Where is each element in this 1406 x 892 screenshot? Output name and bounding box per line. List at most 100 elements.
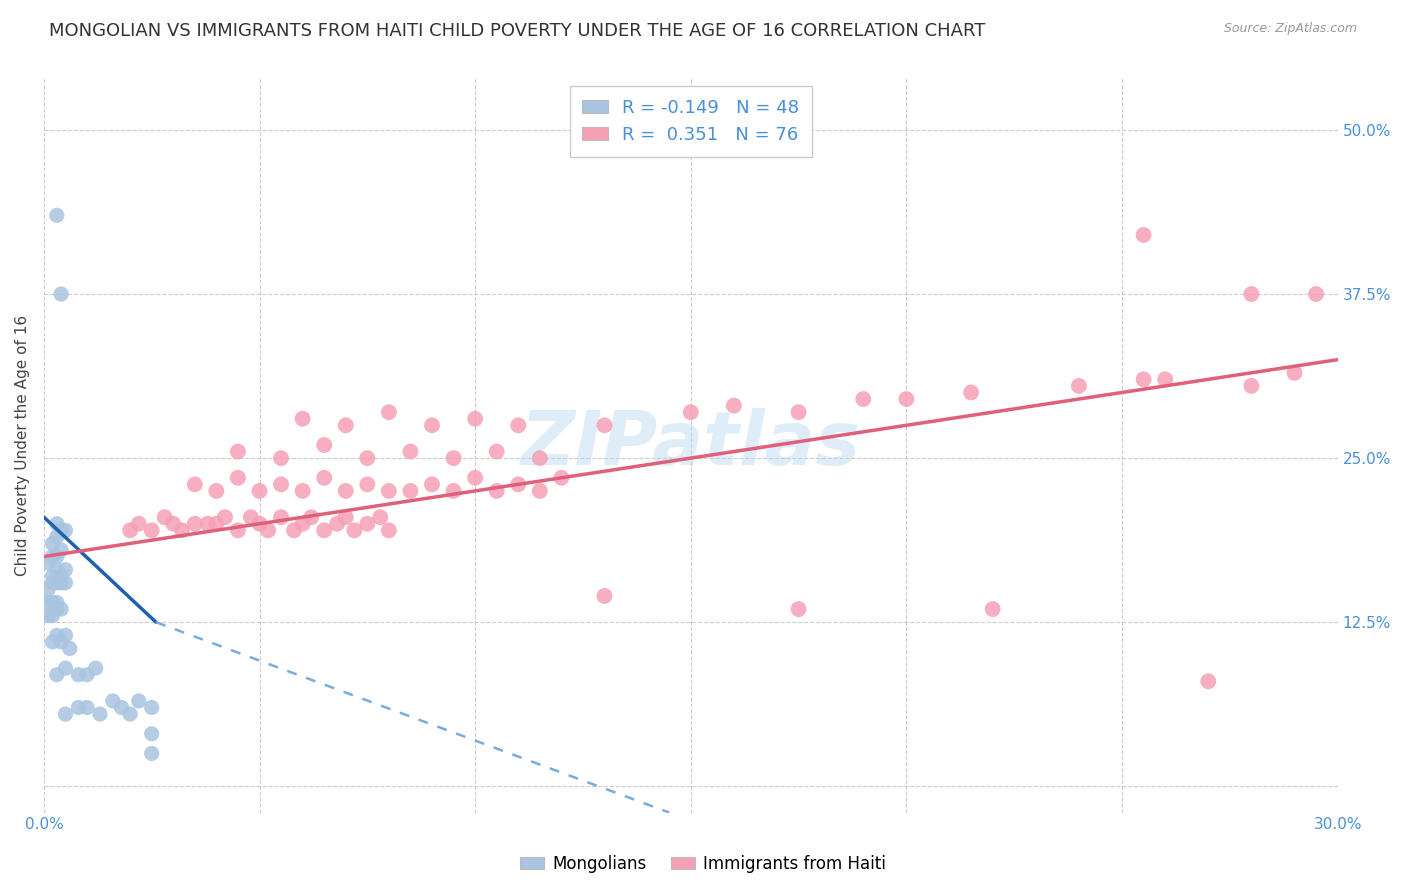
Point: [270, 477, 292, 491]
Point: [464, 411, 486, 425]
Point: [299, 510, 322, 524]
Point: [55, 661, 77, 675]
Point: [443, 483, 465, 498]
Point: [45, 563, 67, 577]
Point: [723, 399, 745, 413]
Point: [378, 524, 401, 538]
Text: ZIPatlas: ZIPatlas: [520, 409, 860, 482]
Point: [508, 477, 530, 491]
Point: [1154, 372, 1177, 386]
Point: [1197, 674, 1219, 689]
Legend: Mongolians, Immigrants from Haiti: Mongolians, Immigrants from Haiti: [513, 848, 893, 880]
Point: [45, 595, 67, 609]
Point: [356, 477, 378, 491]
Point: [1240, 379, 1263, 393]
Point: [128, 694, 150, 708]
Legend: R = -0.149   N = 48, R =  0.351   N = 76: R = -0.149 N = 48, R = 0.351 N = 76: [569, 87, 811, 157]
Point: [184, 477, 207, 491]
Point: [593, 589, 616, 603]
Point: [368, 510, 391, 524]
Point: [49, 575, 72, 590]
Point: [485, 483, 508, 498]
Point: [41, 608, 63, 623]
Point: [529, 451, 551, 466]
Point: [1067, 379, 1090, 393]
Point: [226, 524, 249, 538]
Point: [49, 287, 72, 301]
Point: [981, 602, 1004, 616]
Point: [249, 483, 271, 498]
Point: [205, 516, 228, 531]
Point: [1284, 366, 1306, 380]
Point: [37, 608, 59, 623]
Point: [214, 510, 236, 524]
Point: [49, 635, 72, 649]
Point: [314, 524, 336, 538]
Point: [110, 700, 132, 714]
Point: [226, 471, 249, 485]
Point: [787, 405, 810, 419]
Point: [162, 516, 184, 531]
Point: [55, 575, 77, 590]
Text: MONGOLIAN VS IMMIGRANTS FROM HAITI CHILD POVERTY UNDER THE AGE OF 16 CORRELATION: MONGOLIAN VS IMMIGRANTS FROM HAITI CHILD…: [49, 22, 986, 40]
Point: [55, 707, 77, 722]
Point: [420, 477, 443, 491]
Y-axis label: Child Poverty Under the Age of 16: Child Poverty Under the Age of 16: [15, 314, 30, 575]
Point: [141, 700, 163, 714]
Point: [787, 602, 810, 616]
Point: [399, 444, 422, 458]
Point: [205, 483, 228, 498]
Point: [249, 516, 271, 531]
Point: [41, 635, 63, 649]
Point: [1132, 372, 1154, 386]
Point: [283, 524, 305, 538]
Point: [37, 582, 59, 597]
Point: [59, 641, 82, 656]
Point: [45, 628, 67, 642]
Point: [37, 595, 59, 609]
Point: [356, 451, 378, 466]
Point: [679, 405, 702, 419]
Point: [326, 516, 349, 531]
Point: [55, 563, 77, 577]
Point: [45, 667, 67, 681]
Point: [508, 418, 530, 433]
Point: [420, 418, 443, 433]
Point: [291, 516, 314, 531]
Point: [141, 524, 163, 538]
Point: [153, 510, 176, 524]
Point: [141, 747, 163, 761]
Point: [343, 524, 366, 538]
Point: [45, 602, 67, 616]
Point: [49, 569, 72, 583]
Point: [529, 483, 551, 498]
Point: [291, 483, 314, 498]
Point: [550, 471, 572, 485]
Point: [45, 530, 67, 544]
Point: [335, 510, 357, 524]
Point: [226, 444, 249, 458]
Point: [314, 438, 336, 452]
Point: [49, 543, 72, 558]
Point: [84, 661, 107, 675]
Point: [76, 667, 98, 681]
Point: [89, 707, 111, 722]
Point: [67, 667, 90, 681]
Point: [41, 569, 63, 583]
Point: [378, 483, 401, 498]
Point: [41, 575, 63, 590]
Point: [37, 556, 59, 570]
Point: [55, 524, 77, 538]
Point: [443, 451, 465, 466]
Point: [960, 385, 983, 400]
Point: [101, 694, 124, 708]
Point: [679, 123, 702, 137]
Point: [41, 549, 63, 564]
Point: [257, 524, 280, 538]
Point: [356, 516, 378, 531]
Point: [170, 524, 193, 538]
Point: [49, 524, 72, 538]
Point: [184, 516, 207, 531]
Text: Source: ZipAtlas.com: Source: ZipAtlas.com: [1223, 22, 1357, 36]
Point: [593, 418, 616, 433]
